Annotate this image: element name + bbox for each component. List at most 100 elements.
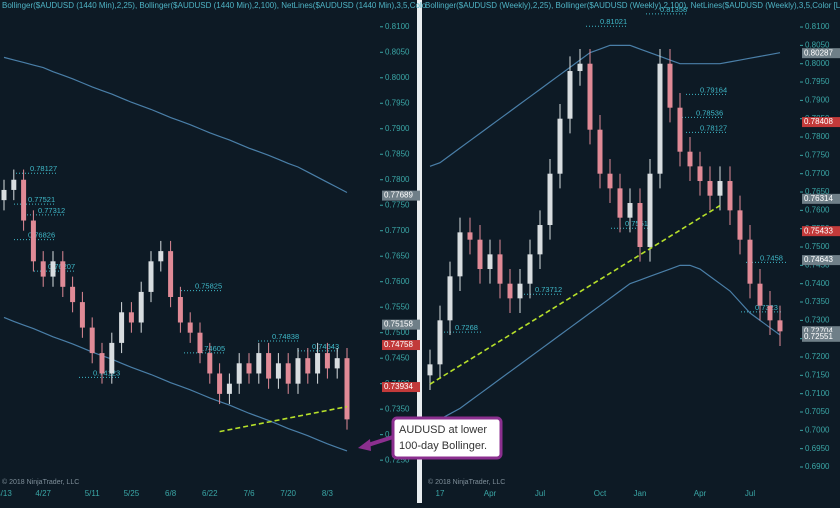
candle-body <box>128 312 134 323</box>
candle-body <box>275 363 281 379</box>
candle-body <box>99 353 105 374</box>
y-tick-label: 0.7750 <box>805 150 830 159</box>
net-line-label: 0.77312 <box>38 206 65 215</box>
left-header: Bollinger($AUDUSD (1440 Min),2,25), Boll… <box>2 1 427 10</box>
candle-body <box>777 320 783 332</box>
candle-body <box>567 71 573 119</box>
net-line-label: 0.81358 <box>660 5 687 14</box>
candle-body <box>677 107 683 152</box>
price-marker-label: 0.73934 <box>384 382 413 391</box>
y-tick-label: 0.7550 <box>385 302 410 311</box>
x-tick-label: Jan <box>634 489 647 498</box>
net-line-label: 0.7458 <box>760 253 783 262</box>
x-tick-label: 5/11 <box>85 489 101 498</box>
net-line-label: 0.75825 <box>195 282 222 291</box>
price-marker <box>382 319 420 330</box>
bollinger-band <box>429 44 781 167</box>
candle-body <box>557 118 563 174</box>
net-line-label: 0.7268 <box>455 323 478 332</box>
net-line-label: 0.74605 <box>198 344 225 353</box>
candle-body <box>256 353 262 374</box>
y-tick-label: 0.7000 <box>805 425 830 434</box>
y-tick-label: 0.7950 <box>805 77 830 86</box>
candle-body <box>547 173 553 226</box>
price-marker-label: 0.80287 <box>804 48 833 57</box>
y-tick-label: 0.8050 <box>805 40 830 49</box>
candle-body <box>324 353 330 369</box>
x-tick-label: Jul <box>745 489 755 498</box>
net-line-label: 0.78536 <box>696 108 723 117</box>
candle-body <box>50 261 56 277</box>
y-tick-label: 0.8000 <box>385 73 410 82</box>
price-marker-label: 0.72551 <box>804 332 833 341</box>
candle-body <box>21 179 27 221</box>
x-tick-label: 6/22 <box>202 489 218 498</box>
bollinger-band <box>3 56 348 194</box>
price-marker-label: 0.75433 <box>804 226 833 235</box>
y-tick-label: 0.8100 <box>805 22 830 31</box>
net-line-label: 0.77521 <box>28 195 55 204</box>
candle-body <box>11 179 17 190</box>
y-tick-label: 0.7050 <box>805 407 830 416</box>
y-tick-label: 0.7650 <box>385 251 410 260</box>
candle-body <box>30 220 36 262</box>
candle-body <box>537 225 543 255</box>
annotation-text: 100-day Bollinger. <box>399 440 487 452</box>
price-marker-label: 0.77689 <box>384 191 413 200</box>
y-tick-label: 0.7400 <box>805 279 830 288</box>
candle-body <box>207 353 213 374</box>
x-tick-label: 7/6 <box>243 489 255 498</box>
candle-body <box>627 203 633 218</box>
y-tick-label: 0.7950 <box>385 98 410 107</box>
net-line-label: 0.81021 <box>600 17 627 26</box>
candle-body <box>667 63 673 108</box>
y-tick-label: 0.7700 <box>805 169 830 178</box>
y-tick-label: 0.8050 <box>385 47 410 56</box>
candle-body <box>177 297 183 323</box>
candle-body <box>467 232 473 240</box>
candle-body <box>717 181 723 196</box>
candle-body <box>477 239 483 270</box>
x-tick-label: Jul <box>535 489 545 498</box>
price-marker <box>802 117 840 128</box>
y-tick-label: 0.7600 <box>805 205 830 214</box>
candle-body <box>487 254 493 270</box>
candle-body <box>148 261 154 292</box>
y-tick-label: 0.6900 <box>805 462 830 471</box>
candle-body <box>236 363 242 384</box>
y-tick-label: 0.8100 <box>385 22 410 31</box>
candle-body <box>687 151 693 167</box>
y-tick-label: 0.7800 <box>385 175 410 184</box>
y-tick-label: 0.7450 <box>385 353 410 362</box>
candle-body <box>757 283 763 306</box>
candle-body <box>334 358 340 369</box>
candle-body <box>647 173 653 248</box>
y-tick-label: 0.7150 <box>805 370 830 379</box>
candle-body <box>767 305 773 321</box>
annotation-box <box>391 416 503 460</box>
y-tick-label: 0.7500 <box>385 328 410 337</box>
price-marker <box>802 331 840 342</box>
y-tick-label: 0.6950 <box>805 444 830 453</box>
price-marker <box>802 326 840 337</box>
candle-body <box>60 261 66 287</box>
y-tick-label: 0.7350 <box>805 297 830 306</box>
price-marker <box>802 255 840 266</box>
net-line-label: 0.78127 <box>30 164 57 173</box>
net-line-label: 0.74123 <box>93 368 120 377</box>
price-marker <box>382 190 420 201</box>
candle-body <box>187 322 193 333</box>
price-marker-label: 0.75158 <box>384 320 413 329</box>
candle-body <box>707 181 713 196</box>
y-tick-label: 0.7900 <box>805 95 830 104</box>
panel-divider <box>417 0 422 503</box>
x-tick-label: 17 <box>436 489 445 498</box>
candle-body <box>637 203 643 248</box>
candle-body <box>89 327 95 354</box>
candle-body <box>109 342 115 374</box>
candle-body <box>497 254 503 284</box>
price-marker <box>802 48 840 59</box>
y-tick-label: 0.7800 <box>805 132 830 141</box>
y-tick-label: 0.7350 <box>385 404 410 413</box>
